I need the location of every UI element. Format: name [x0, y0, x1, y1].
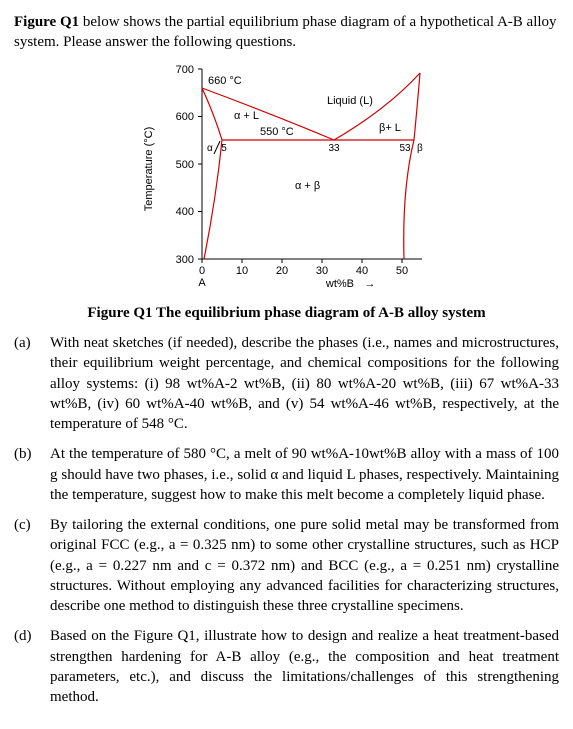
eutectic-33: 33: [328, 143, 340, 154]
question-d: (d) Based on the Figure Q1, illustrate h…: [14, 626, 559, 707]
question-c-body: By tailoring the external conditions, on…: [50, 515, 559, 616]
origin-label: A: [198, 277, 206, 289]
fig-ref: Figure Q1: [14, 14, 79, 30]
diagram-container: 700 600 500 400 300 0 10 20 30: [14, 59, 559, 295]
question-c: (c) By tailoring the external conditions…: [14, 515, 559, 616]
question-d-label: (d): [14, 626, 50, 707]
intro-rest: below shows the partial equilibrium phas…: [14, 14, 557, 50]
xtick-40: 40: [355, 265, 367, 277]
alpha-l-label: α + L: [234, 110, 259, 122]
ytick-700: 700: [175, 64, 193, 76]
liquid-label: Liquid (L): [327, 95, 373, 107]
question-a: (a) With neat sketches (if needed), desc…: [14, 333, 559, 434]
x-ticks: 0 10 20 30 40 50: [198, 259, 407, 277]
temp-a-label: 660 °C: [208, 75, 242, 87]
question-a-body: With neat sketches (if needed), describe…: [50, 333, 559, 434]
question-a-label: (a): [14, 333, 50, 434]
xtick-10: 10: [235, 265, 247, 277]
y-ticks: 700 600 500 400 300: [175, 64, 201, 266]
ytick-600: 600: [175, 111, 193, 123]
question-c-label: (c): [14, 515, 50, 616]
question-b: (b) At the temperature of 580 °C, a melt…: [14, 444, 559, 505]
question-b-body: At the temperature of 580 °C, a melt of …: [50, 444, 559, 505]
intro-text: Figure Q1 below shows the partial equili…: [14, 12, 559, 53]
phase-diagram: 700 600 500 400 300 0 10 20 30: [132, 59, 442, 289]
beta-end-53: 53: [399, 143, 411, 154]
alpha-beta-label: α + β: [295, 180, 320, 192]
x-axis-label: wt%B: [324, 278, 353, 289]
question-b-label: (b): [14, 444, 50, 505]
alpha-label: α: [207, 143, 213, 154]
xtick-0: 0: [198, 265, 204, 277]
figure-caption: Figure Q1 The equilibrium phase diagram …: [14, 303, 559, 323]
temp-eutectic-label: 550 °C: [260, 126, 294, 138]
ytick-300: 300: [175, 254, 193, 266]
ytick-500: 500: [175, 159, 193, 171]
xtick-50: 50: [395, 265, 407, 277]
beta-l-label: β+ L: [379, 122, 401, 134]
y-axis-label: Temperature (°C): [143, 126, 155, 210]
question-d-body: Based on the Figure Q1, illustrate how t…: [50, 626, 559, 707]
ytick-400: 400: [175, 206, 193, 218]
beta-label: β: [417, 143, 423, 154]
alpha-end-5: 5: [221, 143, 227, 154]
xtick-20: 20: [275, 265, 287, 277]
x-axis-arrow: →: [364, 278, 375, 289]
xtick-30: 30: [315, 265, 327, 277]
